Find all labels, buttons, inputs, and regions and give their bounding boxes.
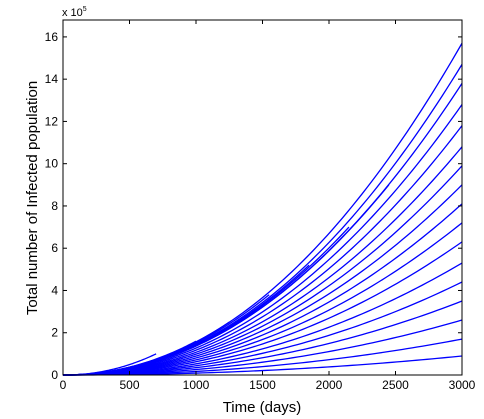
x-tick-label: 3000 bbox=[449, 378, 476, 392]
series-line-17 bbox=[62, 222, 463, 376]
series-line-13 bbox=[62, 146, 463, 376]
y-tick-label: 12 bbox=[45, 114, 59, 128]
x-tick-label: 500 bbox=[119, 378, 139, 392]
y-tick-label: 8 bbox=[51, 199, 58, 213]
y-axis-label: Total number of Infected population bbox=[24, 81, 41, 315]
x-axis-ticks: 0 500 1000 1500 2000 2500 3000 bbox=[60, 20, 476, 392]
y-tick-label: 0 bbox=[51, 368, 58, 382]
y-tick-label: 2 bbox=[51, 326, 58, 340]
series-line-12 bbox=[62, 125, 463, 376]
x-axis-label: Time (days) bbox=[223, 399, 302, 416]
x-tick-label: 1500 bbox=[249, 378, 276, 392]
series-lines bbox=[62, 42, 463, 376]
x-tick-label: 2500 bbox=[382, 378, 409, 392]
y-tick-label: 14 bbox=[45, 72, 59, 86]
x-tick-label: 2000 bbox=[316, 378, 343, 392]
y-axis-ticks: 0 2 4 6 8 10 12 14 16 bbox=[45, 30, 462, 382]
series-line-9 bbox=[62, 64, 463, 376]
x-tick-label: 1000 bbox=[183, 378, 210, 392]
y-tick-label: 6 bbox=[51, 241, 58, 255]
series-line-8 bbox=[62, 42, 463, 376]
y-tick-label: 16 bbox=[45, 30, 59, 44]
y-tick-label: 4 bbox=[51, 283, 58, 297]
y-tick-label: 10 bbox=[45, 157, 59, 171]
x-tick-label: 0 bbox=[60, 378, 67, 392]
y-multiplier-label: x 105 bbox=[62, 6, 87, 19]
